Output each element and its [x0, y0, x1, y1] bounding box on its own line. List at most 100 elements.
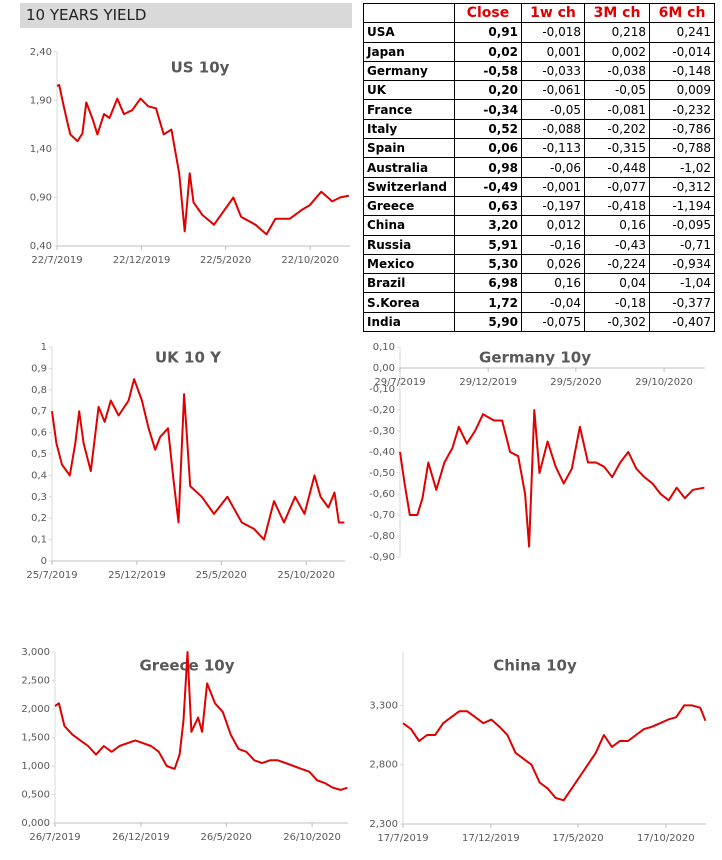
- chart-title: China 10y: [493, 657, 577, 675]
- y-tick-label: 1,000: [21, 761, 50, 772]
- y-tick-label: -0,10: [369, 384, 395, 395]
- country-cell: Greece: [363, 195, 455, 217]
- table-row: India 5,90 -0,075 -0,302 -0,407: [363, 311, 715, 333]
- y-tick-label: 0,40: [30, 241, 52, 252]
- chart-title: US 10y: [171, 59, 230, 77]
- chart-title: Germany 10y: [479, 349, 591, 367]
- country-cell: India: [363, 311, 455, 333]
- country-cell: France: [363, 99, 455, 120]
- value-cell: -0,34: [454, 99, 522, 120]
- value-cell: -0,095: [649, 215, 715, 236]
- value-cell: -0,315: [584, 138, 650, 159]
- table-row: Switzerland -0,49 -0,001 -0,077 -0,312: [363, 176, 715, 197]
- value-cell: 0,16: [521, 273, 585, 294]
- y-tick-label: 1: [41, 342, 47, 353]
- x-tick-label: 25/7/2019: [26, 570, 77, 581]
- x-tick-label: 22/7/2019: [31, 255, 82, 266]
- y-tick-label: 2,500: [21, 676, 50, 687]
- y-tick-label: -0,40: [369, 447, 395, 458]
- value-cell: -0,49: [454, 176, 522, 197]
- y-tick-label: 3,000: [21, 647, 50, 658]
- y-tick-label: 0: [41, 556, 47, 567]
- page-title: 10 YEARS YIELD: [20, 3, 352, 28]
- x-tick-label: 29/12/2019: [459, 377, 517, 388]
- y-tick-label: 2,300: [369, 819, 398, 830]
- table-row: S.Korea 1,72 -0,04 -0,18 -0,377: [363, 292, 715, 313]
- country-cell: Russia: [363, 234, 455, 255]
- y-tick-label: -0,70: [369, 510, 395, 521]
- x-tick-label: 17/10/2020: [637, 833, 695, 844]
- value-cell: 0,02: [454, 41, 522, 62]
- value-cell: -0,407: [649, 311, 715, 333]
- value-cell: 0,06: [454, 138, 522, 159]
- y-tick-label: 0,10: [373, 342, 395, 353]
- y-tick-label: 1,90: [30, 96, 52, 107]
- x-tick-label: 17/12/2019: [462, 833, 520, 844]
- x-tick-label: 26/10/2020: [283, 832, 341, 843]
- y-tick-label: -0,30: [369, 426, 395, 437]
- value-cell: 0,91: [454, 22, 522, 43]
- x-tick-label: 22/10/2020: [281, 255, 339, 266]
- y-tick-label: -0,60: [369, 489, 395, 500]
- y-tick-label: -0,80: [369, 531, 395, 542]
- y-tick-label: -0,50: [369, 468, 395, 479]
- yield-line: [399, 409, 705, 548]
- value-cell: 0,20: [454, 80, 522, 101]
- value-cell: -0,58: [454, 60, 522, 82]
- table-row: France -0,34 -0,05 -0,081 -0,232: [363, 99, 715, 120]
- y-tick-label: 0,1: [31, 535, 47, 546]
- x-tick-label: 26/7/2019: [29, 832, 80, 843]
- country-cell: UK: [363, 80, 455, 101]
- y-tick-label: 0,00: [373, 363, 395, 374]
- y-tick-label: 2,000: [21, 704, 50, 715]
- country-cell: Spain: [363, 138, 455, 159]
- y-tick-label: -0,90: [369, 552, 395, 563]
- yield-line: [51, 378, 345, 541]
- table-row: Spain 0,06 -0,113 -0,315 -0,788: [363, 138, 715, 159]
- x-tick-label: 29/5/2020: [550, 377, 601, 388]
- value-cell: 0,16: [584, 215, 650, 236]
- y-tick-label: 0,6: [31, 428, 47, 439]
- chart-title: UK 10 Y: [155, 349, 222, 367]
- table-row: USA 0,91 -0,018 0,218 0,241: [363, 22, 715, 43]
- value-cell: 0,04: [584, 273, 650, 294]
- y-tick-label: 0,000: [21, 818, 50, 829]
- y-tick-label: 2,800: [369, 760, 398, 771]
- x-tick-label: 25/5/2020: [196, 570, 247, 581]
- column-header: 6M ch: [649, 2, 715, 24]
- table-row: Australia 0,98 -0,06 -0,448 -1,02: [363, 157, 715, 178]
- y-tick-label: 0,5: [31, 449, 47, 460]
- y-tick-label: 0,9: [31, 363, 47, 374]
- yield-line: [54, 651, 348, 791]
- table-row: UK 0,20 -0,061 -0,05 0,009: [363, 80, 715, 101]
- y-tick-label: 0,2: [31, 513, 47, 524]
- x-tick-label: 22/12/2019: [113, 255, 171, 266]
- yield-line: [56, 84, 350, 236]
- y-tick-label: 3,300: [369, 700, 398, 711]
- x-tick-label: 29/7/2019: [374, 377, 425, 388]
- table-row: Mexico 5,30 0,026 -0,224 -0,934: [363, 253, 715, 275]
- table-body: USA 0,91 -0,018 0,218 0,241 Japan 0,02 0,001 0,0…: [363, 22, 715, 333]
- y-tick-label: 0,3: [31, 492, 47, 503]
- x-tick-label: 25/10/2020: [277, 570, 335, 581]
- value-cell: -0,197: [521, 195, 585, 217]
- y-tick-label: 1,500: [21, 733, 50, 744]
- yield-table: Close 1w ch 3M ch 6M ch USA 0,91 -0,018 0,218 0,…: [363, 2, 715, 333]
- y-tick-label: 0,90: [30, 193, 52, 204]
- yield-line: [402, 704, 707, 802]
- table-row: Russia 5,91 -0,16 -0,43 -0,71: [363, 234, 715, 255]
- value-cell: -0,224: [584, 253, 650, 275]
- y-tick-label: 0,4: [31, 470, 47, 481]
- x-tick-label: 22/5/2020: [200, 255, 251, 266]
- value-cell: -0,202: [584, 118, 650, 140]
- value-cell: -0,014: [649, 41, 715, 62]
- y-tick-label: 0,8: [31, 385, 47, 396]
- value-cell: -0,05: [521, 99, 585, 120]
- y-tick-label: 0,500: [21, 790, 50, 801]
- x-tick-label: 17/7/2019: [377, 833, 428, 844]
- value-cell: 5,91: [454, 234, 522, 255]
- value-cell: -0,075: [521, 311, 585, 333]
- value-cell: -0,148: [649, 60, 715, 82]
- y-tick-label: 2,40: [30, 47, 52, 58]
